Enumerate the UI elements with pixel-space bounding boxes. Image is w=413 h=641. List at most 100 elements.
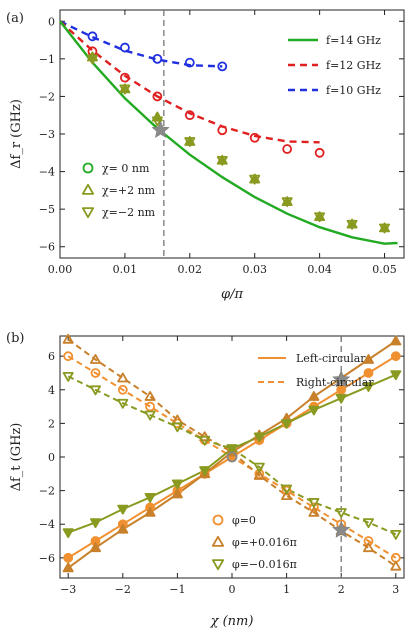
- x-axis-label: χ (nm): [210, 614, 254, 629]
- data-point: [281, 484, 293, 495]
- y-tick-label: 2: [48, 417, 55, 430]
- data-point: [144, 410, 156, 421]
- data-point: [89, 518, 101, 529]
- x-tick-label: 0.01: [113, 263, 138, 276]
- data-point: [346, 219, 358, 230]
- data-point: [144, 390, 156, 401]
- x-tick-label: −2: [115, 583, 131, 596]
- x-tick-label: 2: [338, 583, 345, 596]
- data-point: [199, 466, 211, 476]
- data-point: [335, 393, 347, 404]
- data-point: [281, 419, 293, 429]
- x-tick-label: 1: [283, 583, 290, 596]
- data-point: [184, 137, 196, 148]
- data-point: [217, 61, 228, 72]
- data-point: [151, 116, 163, 127]
- data-point: [216, 155, 228, 166]
- panel-a: 0.00 0.01 0.02 0.03 0.04 0.05 0 −1 −2 −3 −4 −5 −6 (a)…: [6, 9, 405, 302]
- y-axis-label: Δf_r (GHz): [9, 99, 24, 169]
- y-tick-label: 6: [48, 350, 55, 363]
- data-point: [62, 371, 74, 382]
- data-point: [390, 529, 402, 540]
- legend-marker-swatch: [211, 535, 225, 547]
- legend-marker-label: χ= 0 nm: [102, 162, 150, 175]
- data-point: [117, 523, 129, 534]
- panel-label: (b): [6, 331, 24, 346]
- legend-marker-label: φ=0: [232, 514, 256, 527]
- data-point: [281, 197, 293, 208]
- series-line: [67, 375, 397, 536]
- data-point: [308, 506, 320, 517]
- data-point: [363, 354, 375, 364]
- x-axis-label: φ/π: [221, 287, 243, 302]
- legend-marker-swatch: [81, 183, 95, 195]
- x-tick-label: 3: [392, 583, 399, 596]
- data-point: [120, 72, 130, 83]
- data-point: [363, 382, 375, 392]
- y-tick-label: −2: [39, 90, 55, 103]
- data-point: [62, 528, 74, 539]
- data-point: [314, 147, 325, 158]
- data-point: [308, 390, 320, 401]
- star-marker: [332, 520, 351, 538]
- data-point: [117, 398, 129, 409]
- x-tick-label: −3: [60, 583, 76, 596]
- data-point: [87, 31, 98, 42]
- legend-marker-swatch: [81, 207, 95, 219]
- legend-marker-label: χ=+2 nm: [102, 184, 156, 197]
- data-point: [308, 498, 320, 508]
- data-point: [90, 368, 101, 378]
- data-point: [226, 444, 238, 455]
- data-point: [63, 351, 74, 362]
- data-point: [144, 506, 156, 517]
- data-point: [119, 84, 131, 95]
- data-point: [152, 91, 163, 102]
- data-point: [120, 42, 130, 53]
- data-point: [363, 368, 374, 378]
- data-point: [390, 370, 402, 381]
- legend-line-label: f=12 GHz: [326, 59, 381, 72]
- data-point: [152, 53, 163, 64]
- data-point: [314, 212, 326, 223]
- data-point: [171, 422, 183, 433]
- x-tick-label: 0.03: [242, 263, 267, 276]
- data-point: [282, 144, 293, 154]
- data-point: [335, 508, 347, 518]
- legend-line-label: Right-circular: [296, 376, 374, 389]
- data-point: [144, 492, 156, 503]
- data-point: [253, 462, 265, 473]
- y-tick-label: 4: [48, 384, 55, 397]
- y-tick-label: −3: [39, 128, 55, 141]
- data-point: [281, 485, 292, 496]
- x-tick-label: 0.05: [372, 263, 397, 276]
- x-tick-label: 0.04: [307, 263, 332, 276]
- data-point: [184, 110, 195, 121]
- panel-label: (a): [6, 11, 24, 26]
- x-tick-label: 0: [229, 583, 236, 596]
- y-tick-label: −5: [39, 203, 55, 216]
- data-point: [171, 479, 183, 490]
- data-point: [309, 502, 319, 513]
- data-point: [363, 518, 375, 529]
- data-point: [117, 372, 129, 383]
- data-point: [117, 504, 129, 515]
- star-marker: [332, 370, 351, 388]
- legend-marker-swatch: [82, 162, 94, 174]
- data-point: [254, 468, 265, 479]
- data-point: [253, 469, 265, 480]
- y-tick-label: −4: [39, 166, 55, 179]
- legend-marker-label: φ=+0.016π: [232, 536, 297, 549]
- data-point: [249, 132, 260, 143]
- data-point: [199, 435, 211, 446]
- legend-marker-label: χ=−2 nm: [102, 206, 156, 219]
- y-tick-label: 0: [48, 15, 55, 28]
- origin-circle: [226, 451, 238, 463]
- data-point: [363, 536, 374, 546]
- data-point: [281, 490, 293, 501]
- y-tick-label: −2: [39, 485, 55, 498]
- data-point: [363, 542, 375, 553]
- data-point: [171, 488, 183, 499]
- y-axis-label: Δf_t (GHz): [9, 423, 24, 492]
- y-tick-label: 0: [48, 451, 55, 464]
